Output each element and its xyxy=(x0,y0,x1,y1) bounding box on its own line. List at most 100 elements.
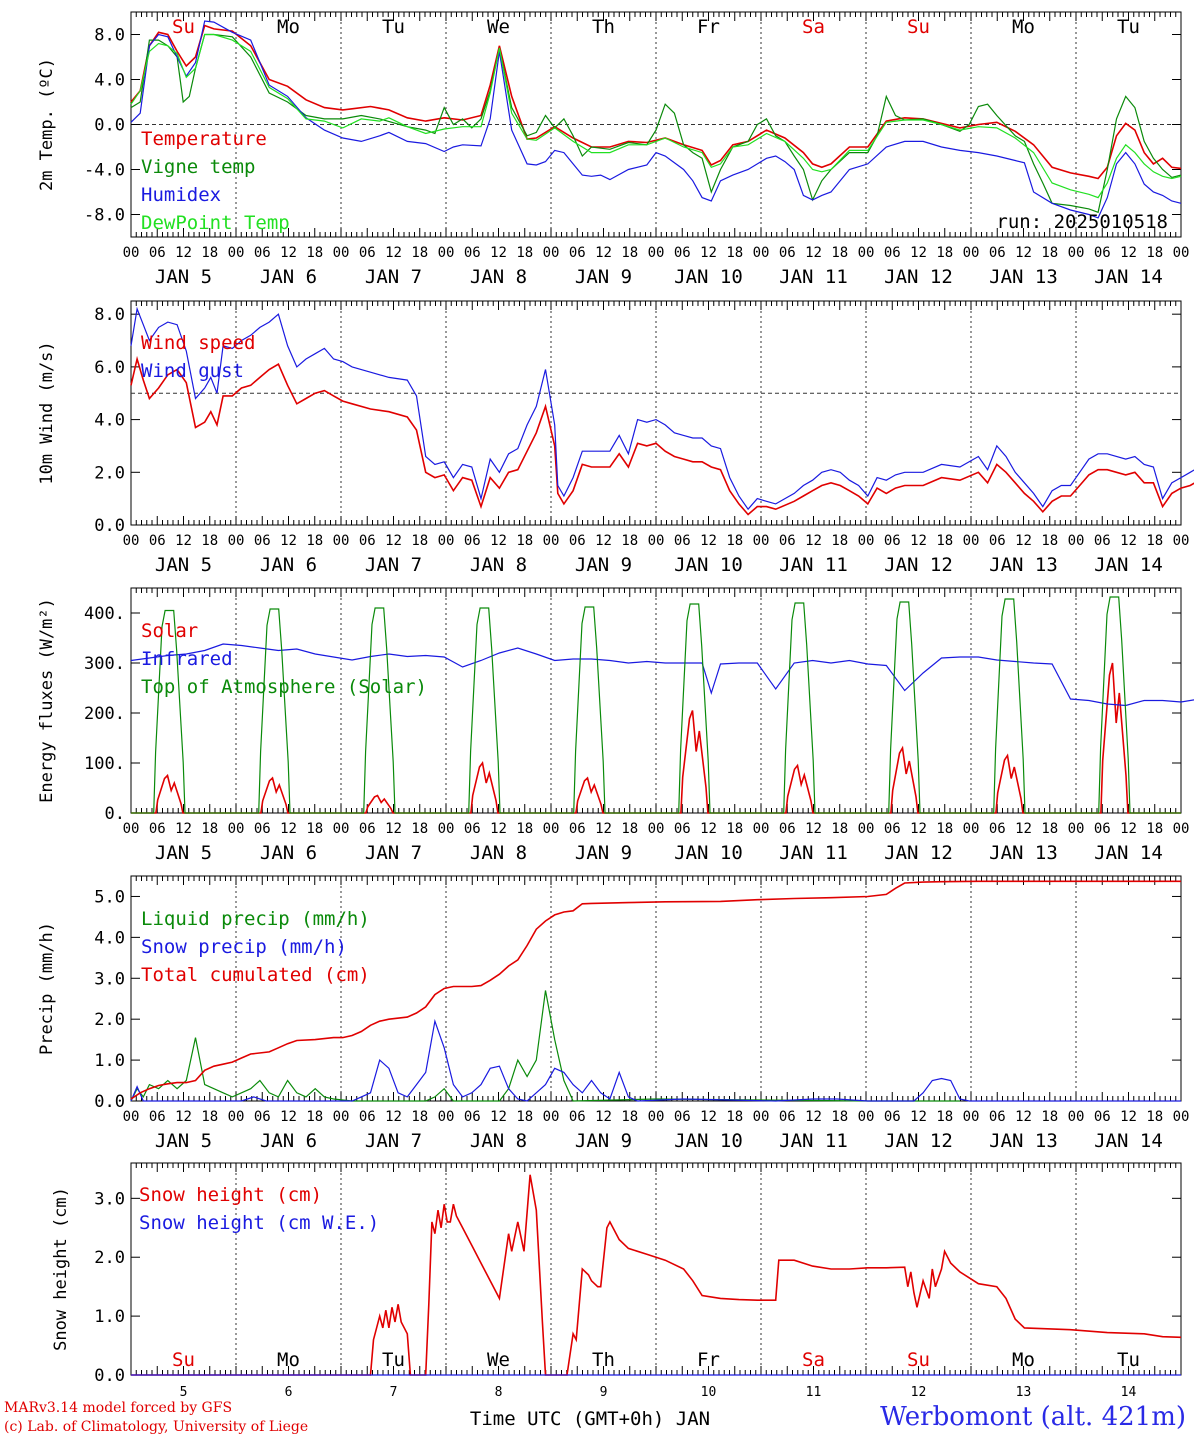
hour-label: 12 xyxy=(910,1109,927,1125)
day-label: JAN 7 xyxy=(365,1130,422,1152)
day-label: JAN 11 xyxy=(779,266,848,288)
y-tick-label: 5.0 xyxy=(94,887,125,907)
y-tick-label: -8.0 xyxy=(84,206,125,226)
hour-label: 00 xyxy=(648,245,665,261)
credit-line-lab: (c) Lab. of Climatology, University of L… xyxy=(4,1419,309,1435)
panel-2: 8.0 6.0 4.0 2.0 0.0 10m Wind (m/s) 00 06 12 18 JAN… xyxy=(37,300,1194,576)
day-label: JAN 6 xyxy=(260,266,317,288)
y-axis-label: 10m Wind (m/s) xyxy=(37,341,57,484)
hour-label: 12 xyxy=(280,245,297,261)
hour-label: 12 xyxy=(805,533,822,549)
hour-label: 06 xyxy=(674,533,691,549)
day-number: 8 xyxy=(495,1385,503,1400)
hour-label: 12 xyxy=(175,821,192,837)
hour-label: 06 xyxy=(884,1109,901,1125)
hour-label: 18 xyxy=(621,1109,638,1125)
day-label: JAN 5 xyxy=(155,266,212,288)
hour-label: 00 xyxy=(1068,1109,1085,1125)
day-number: 10 xyxy=(701,1385,717,1400)
y-tick-label: 400. xyxy=(84,604,125,624)
hour-label: 12 xyxy=(1120,821,1137,837)
hour-label: 06 xyxy=(464,245,481,261)
day-label: JAN 14 xyxy=(1094,266,1163,288)
hour-label: 00 xyxy=(753,533,770,549)
hour-label: 06 xyxy=(779,533,796,549)
weekday-label: Mo xyxy=(277,16,300,38)
y-tick-label: 300. xyxy=(84,654,125,674)
x-axis-label: Time UTC (GMT+0h) JAN xyxy=(470,1408,710,1430)
day-label: JAN 6 xyxy=(260,1130,317,1152)
y-tick-label: 1.0 xyxy=(94,1307,125,1327)
hour-label: 00 xyxy=(333,1109,350,1125)
hour-label: 00 xyxy=(438,533,455,549)
panel-4: 5.0 4.0 3.0 2.0 1.0 0.0 Precip (mm/h) 00 06 12 18 J… xyxy=(37,875,1189,1152)
weekday-label: Mo xyxy=(1012,16,1035,38)
hour-label: 18 xyxy=(726,245,743,261)
hour-label: 18 xyxy=(936,821,953,837)
station-name: Werbomont (alt. 421m) xyxy=(880,1402,1186,1432)
hour-label: 18 xyxy=(201,533,218,549)
hour-label: 12 xyxy=(910,821,927,837)
hour-label: 00 xyxy=(1173,245,1190,261)
series-line xyxy=(130,33,1182,214)
hour-label: 06 xyxy=(359,533,376,549)
weekday-label: Tu xyxy=(1117,1349,1140,1371)
hour-label: 00 xyxy=(648,821,665,837)
day-label: JAN 9 xyxy=(575,266,632,288)
hour-label: 06 xyxy=(254,533,271,549)
hour-label: 12 xyxy=(595,533,612,549)
hour-label: 12 xyxy=(1015,821,1032,837)
series-line xyxy=(130,20,1182,219)
hour-label: 18 xyxy=(1041,245,1058,261)
hour-label: 12 xyxy=(490,245,507,261)
legend-entry: Solar xyxy=(141,620,198,642)
hour-label: 00 xyxy=(333,245,350,261)
hour-label: 00 xyxy=(228,245,245,261)
hour-label: 18 xyxy=(831,1109,848,1125)
hour-label: 18 xyxy=(516,245,533,261)
hour-label: 00 xyxy=(123,533,140,549)
day-label: JAN 6 xyxy=(260,554,317,576)
legend-entry: Infrared xyxy=(141,648,233,670)
hour-label: 06 xyxy=(779,245,796,261)
hour-label: 00 xyxy=(1068,245,1085,261)
hour-label: 18 xyxy=(726,821,743,837)
y-tick-label: 3.0 xyxy=(94,1189,125,1209)
day-label: JAN 8 xyxy=(470,266,527,288)
hour-label: 00 xyxy=(648,1109,665,1125)
series-line xyxy=(130,880,1181,1100)
hour-label: 06 xyxy=(989,1109,1006,1125)
y-tick-label: 0.0 xyxy=(94,1366,125,1386)
hour-label: 00 xyxy=(1173,821,1190,837)
y-axis-label: Precip (mm/h) xyxy=(37,922,57,1055)
hour-label: 06 xyxy=(149,533,166,549)
hour-label: 12 xyxy=(700,1109,717,1125)
weekday-label: Mo xyxy=(1012,1349,1035,1371)
weekday-label: Tu xyxy=(1117,16,1140,38)
series-line xyxy=(131,596,1181,814)
y-tick-label: 3.0 xyxy=(94,969,125,989)
hour-label: 18 xyxy=(621,245,638,261)
hour-label: 00 xyxy=(543,245,560,261)
hour-label: 12 xyxy=(1015,245,1032,261)
y-axis-label: Snow height (cm) xyxy=(51,1187,71,1351)
series-line xyxy=(130,306,1194,511)
hour-label: 12 xyxy=(700,821,717,837)
day-label: JAN 13 xyxy=(989,1130,1058,1152)
series-line xyxy=(130,643,1194,707)
y-tick-label: 4.0 xyxy=(94,71,125,91)
hour-label: 00 xyxy=(648,533,665,549)
hour-label: 00 xyxy=(123,1109,140,1125)
series-line xyxy=(130,33,1182,199)
hour-label: 18 xyxy=(411,821,428,837)
hour-label: 06 xyxy=(1094,533,1111,549)
hour-label: 06 xyxy=(149,821,166,837)
weekday-label: Mo xyxy=(277,1349,300,1371)
y-tick-label: 2.0 xyxy=(94,1010,125,1030)
hour-label: 18 xyxy=(1146,533,1163,549)
weekday-label: Fr xyxy=(697,16,720,38)
hour-label: 18 xyxy=(306,533,323,549)
y-tick-label: 1.0 xyxy=(94,1051,125,1071)
y-tick-label: 8.0 xyxy=(94,305,125,325)
